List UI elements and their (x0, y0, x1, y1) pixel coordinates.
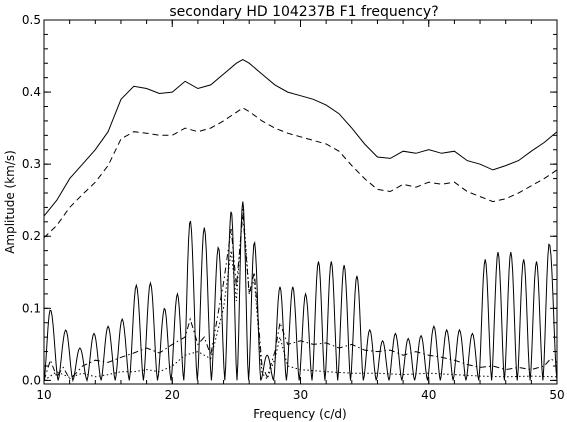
y-tick-label: 0.5 (22, 13, 41, 27)
chart-title: secondary HD 104237B F1 frequency? (169, 4, 438, 20)
y-tick-label: 0.4 (22, 85, 41, 99)
series-line-5 (43, 203, 558, 381)
y-axis-label: Amplitude (km/s) (3, 150, 17, 254)
series-group (43, 59, 558, 383)
y-tick-label: 0.2 (22, 229, 41, 243)
y-tick-label: 0.1 (22, 301, 41, 315)
x-tick-label: 50 (549, 388, 564, 402)
x-tick-label: 40 (421, 388, 436, 402)
x-tick-label: 20 (165, 388, 180, 402)
x-tick-label: 10 (36, 388, 51, 402)
axis-ticks: 10 20 30 40 50 0.0 0.1 0.2 0.3 0.4 0.5 (22, 13, 565, 402)
x-tick-label: 30 (293, 388, 308, 402)
x-axis-label: Frequency (c/d) (253, 407, 346, 421)
series-line-3 (43, 201, 558, 383)
y-tick-label: 0.0 (22, 373, 41, 387)
plot-frame (43, 19, 558, 385)
series-line-1 (43, 59, 558, 217)
series-line-2 (43, 107, 558, 239)
y-tick-label: 0.3 (22, 157, 41, 171)
